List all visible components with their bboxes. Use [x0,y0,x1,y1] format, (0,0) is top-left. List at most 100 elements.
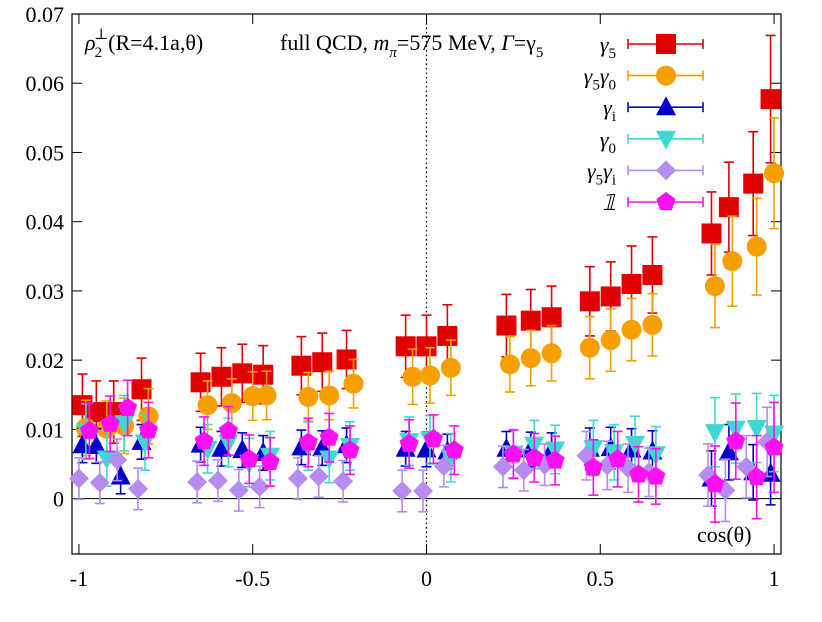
data-point [197,395,218,416]
data-point [211,437,232,457]
legend-item: γ0 [600,127,704,157]
data-point [319,427,339,446]
title-right-eq: =γ [514,30,536,55]
data-point [86,435,107,454]
data-point [100,413,120,432]
data-point [705,474,725,493]
x-tick-label: 1 [769,566,780,591]
data-point [218,420,238,439]
legend-symbol: γ [584,64,594,89]
legend-symbol: γ [603,95,613,120]
data-point [433,456,454,477]
legend-label: 𝟙 [602,190,616,215]
data-point [608,449,628,468]
data-point [747,467,767,486]
x-axis-label: cos(θ) [697,522,752,547]
data-layer [68,34,785,523]
y-tick-label: 0.04 [26,210,65,235]
legend-symbol: 𝟙 [602,190,616,215]
data-point [496,315,517,336]
title-rho-sub: 2 [95,45,103,61]
legend-item: γ5 [600,32,704,62]
legend-marker [656,34,676,54]
legend-marker [656,65,676,86]
x-tick-label: 0.5 [587,566,615,591]
data-point [343,373,364,394]
data-point [72,434,93,454]
data-point [440,357,461,378]
data-point [701,223,722,244]
data-point [419,365,440,386]
data-point [260,451,280,470]
legend-item: 𝟙 [602,190,704,215]
title-layer: ρ2⊥(R=4.1a,θ) full QCD, mπ=575 MeV, Γ=γ5… [84,27,752,547]
x-tick-label: -0.5 [235,566,270,591]
data-point [79,420,99,439]
data-point [746,236,767,257]
data-point [541,343,562,364]
y-tick-label: 0.07 [26,2,65,27]
title-right-m: m [374,30,390,55]
data-point [207,470,228,491]
series-1 [75,117,785,458]
legend-label: γ5γi [587,158,616,188]
data-point [541,307,562,328]
legend-symbol: γ [600,127,610,152]
data-point [190,372,211,393]
data-point [642,265,663,285]
legend-symbol-2: γ [600,64,610,89]
legend-symbol: γ [587,158,597,183]
axes: 0 0.01 0.02 0.03 0.04 0.05 0.06 0.07 -1 -0.5 0 0.5 1 [26,2,781,591]
data-point [764,437,784,456]
data-point [413,481,434,501]
series-4 [68,406,778,523]
data-point [764,163,785,184]
data-point [399,433,419,452]
data-point [96,450,117,470]
data-point [287,468,308,489]
data-point [256,385,277,406]
y-tick-label: 0.02 [26,348,65,373]
data-point [704,276,725,297]
data-point [416,438,437,458]
series-5 [79,379,784,523]
y-tick-label: 0 [53,487,64,512]
legend-subscript-2: i [612,172,616,188]
legend-marker [656,160,676,181]
data-point [298,386,319,407]
data-point [228,480,249,501]
data-point [333,471,354,492]
title-rho-sup: ⊥ [94,27,108,43]
data-point [718,197,739,218]
data-point [131,379,152,400]
data-point [110,465,131,485]
data-point [545,450,565,469]
data-point [312,352,333,373]
data-point [760,89,781,110]
x-tick-label: -1 [70,566,88,591]
data-point [743,173,764,194]
chart-title-left: ρ2 ⊥(R=4.1a,θ) [84,27,203,61]
data-point [194,431,214,450]
title-right-gamma: Γ [500,30,515,55]
data-point [520,348,541,369]
legend-subscript: 5 [596,172,604,188]
data-point [134,434,155,454]
data-point [416,336,437,357]
legend-subscript: i [612,109,616,125]
legend-subscript: 5 [592,78,600,94]
data-point [746,420,767,439]
legend-subscript-2: 0 [609,78,617,94]
legend-symbol: γ [600,32,610,57]
data-point [402,366,423,387]
data-point [579,337,600,358]
title-rho: ρ [84,30,96,55]
data-point [211,366,232,387]
data-point [340,440,360,459]
data-point [319,385,340,406]
data-point [499,354,520,375]
data-point [704,424,725,444]
data-point [86,402,107,423]
